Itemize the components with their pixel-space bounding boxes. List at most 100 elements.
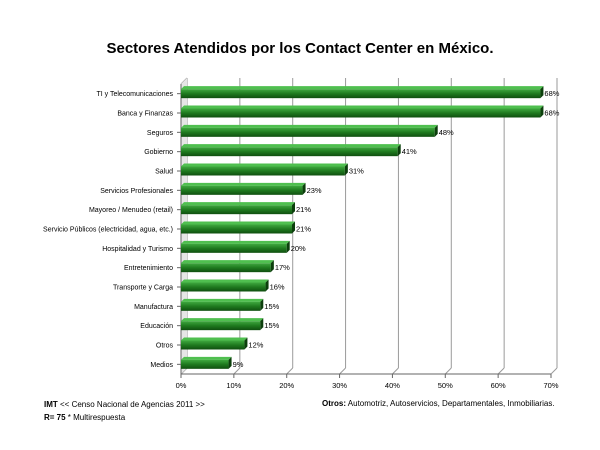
bar-top: [181, 144, 401, 148]
bar-top: [181, 298, 264, 302]
bar-side: [286, 240, 290, 253]
bar-side: [434, 124, 438, 137]
bar-side: [292, 202, 295, 215]
data-label: 68%: [544, 109, 559, 118]
labels: 0% 10% 20% 30% 40% 50% 60% 70% TI y Telecomunica…: [43, 89, 560, 390]
bar-side: [228, 356, 232, 369]
bar-top: [181, 240, 290, 244]
category-label: Gobierno: [144, 149, 173, 156]
bar: [181, 166, 345, 176]
data-label: 21%: [296, 225, 311, 234]
x-tick-label: 10%: [226, 381, 241, 390]
x-tick-label: 70%: [543, 381, 558, 390]
bar-top: [181, 202, 295, 206]
x-tick-label: 0%: [176, 381, 187, 390]
bar-side: [344, 163, 348, 176]
bar: [181, 147, 398, 157]
sample-size: R= 75: [44, 413, 66, 422]
category-label: Seguros: [147, 130, 174, 137]
grid-floor-line: [339, 367, 346, 375]
bar-top: [181, 260, 274, 264]
grid-floor-line: [444, 367, 452, 375]
bar: [181, 282, 266, 292]
category-label: Entretenimiento: [124, 265, 173, 272]
bar: [181, 108, 541, 118]
bar-side: [397, 144, 401, 157]
data-label: 48%: [439, 128, 454, 137]
bar-top: [181, 124, 438, 128]
category-label: Salud: [155, 169, 173, 176]
grid-floor-line: [233, 367, 241, 375]
bar-top: [181, 356, 232, 360]
data-label: 17%: [275, 263, 290, 272]
others-label: Otros:: [322, 399, 346, 408]
bar: [181, 224, 292, 234]
category-label: Manufactura: [134, 304, 173, 311]
category-label: Medios: [150, 362, 173, 369]
source-text: << Censo Nacional de Agencias 2011 >>: [57, 400, 205, 409]
category-label: Transporte y Carga: [113, 285, 173, 292]
bar-top: [181, 279, 269, 283]
grid-floor-line: [497, 367, 505, 375]
grid-floor-line: [550, 367, 558, 375]
bar: [181, 205, 292, 215]
category-label: Mayoreo / Menudeo (retail): [89, 207, 173, 214]
category-label: TI y Telecomunicaciones: [96, 91, 173, 98]
bar: [181, 185, 303, 195]
bar-top: [181, 182, 306, 186]
bar-side: [260, 318, 264, 331]
bar-top: [181, 221, 295, 225]
bar-side: [292, 221, 295, 234]
bar-side: [260, 298, 264, 311]
bar: [181, 243, 287, 253]
category-label: Otros: [156, 343, 174, 350]
bar-top: [181, 105, 544, 109]
bar: [181, 127, 435, 137]
data-label: 23%: [307, 186, 322, 195]
data-label: 12%: [248, 341, 263, 350]
bar: [181, 89, 541, 99]
x-tick-label: 20%: [279, 381, 294, 390]
sample-note: * Multirespuesta: [65, 413, 126, 422]
bar-side: [270, 260, 274, 273]
data-label: 15%: [264, 321, 279, 330]
bar-side: [265, 279, 269, 292]
data-label: 15%: [264, 302, 279, 311]
grid-floor-line: [392, 367, 399, 375]
bar-side: [244, 337, 248, 350]
bar-side: [540, 86, 544, 99]
bar-top: [181, 86, 544, 90]
category-label: Servicios Profesionales: [100, 188, 173, 195]
x-tick-label: 50%: [438, 381, 453, 390]
category-label: Hospitalidad y Turismo: [102, 246, 173, 253]
bar-top: [181, 337, 248, 341]
bar-side: [302, 182, 306, 195]
data-label: 41%: [402, 147, 417, 156]
data-label: 31%: [349, 167, 364, 176]
data-label: 21%: [296, 205, 311, 214]
category-label: Educación: [140, 323, 173, 330]
x-tick-label: 40%: [385, 381, 400, 390]
footer-source: IMT << Censo Nacional de Agencias 2011 >…: [44, 398, 205, 424]
bar-top: [181, 163, 348, 167]
grid-floor-line: [286, 367, 294, 375]
bar-top: [181, 318, 264, 322]
bar: [181, 301, 261, 311]
x-tick-label: 60%: [491, 381, 506, 390]
source-org: IMT: [44, 400, 58, 409]
bar: [181, 263, 271, 273]
data-label: 68%: [544, 89, 559, 98]
bar: [181, 340, 245, 350]
footer-others: Otros: Automotriz, Autoservicios, Depart…: [322, 398, 562, 409]
category-label: Servicio Públicos (electricidad, agua, e…: [43, 227, 173, 234]
others-text: Automotriz, Autoservicios, Departamental…: [346, 399, 555, 408]
data-label: 16%: [270, 283, 285, 292]
category-label: Banca y Finanzas: [117, 111, 173, 118]
bar: [181, 321, 261, 331]
bar-side: [540, 105, 544, 118]
data-label: 9%: [233, 360, 244, 369]
x-tick-label: 30%: [332, 381, 347, 390]
data-label: 20%: [291, 244, 306, 253]
bar: [181, 359, 229, 369]
